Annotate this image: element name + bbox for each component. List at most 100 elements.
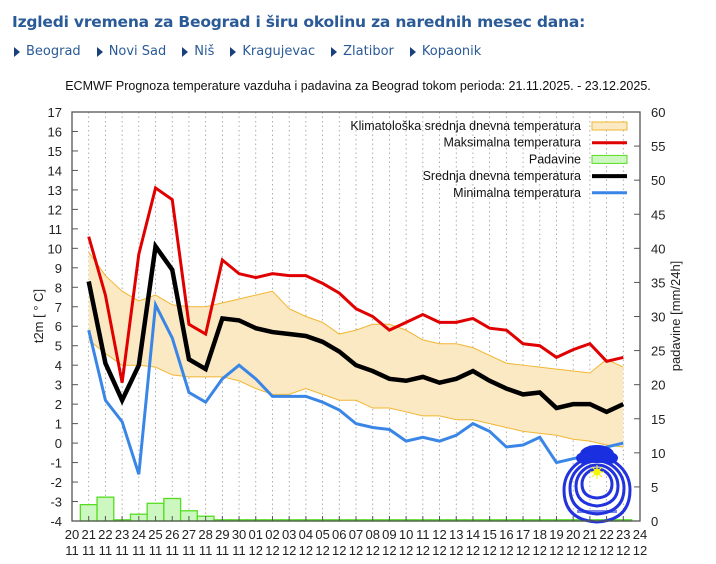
triangle-right-icon [182,46,189,57]
x-tick-month: 12 [382,543,396,558]
nav-link-label[interactable]: Zlatibor [343,44,394,59]
y2-axis-label: padavine [mm/24h] [668,261,683,372]
x-tick-day: 22 [599,527,613,542]
nav-link-kopaonik[interactable]: Kopaonik [409,44,482,59]
nav-link-kragujevac[interactable]: Kragujevac [230,44,315,59]
y-tick-label: 17 [48,105,62,120]
nav-link-label[interactable]: Kopaonik [421,44,482,59]
x-tick-month: 12 [399,543,413,558]
x-tick-day: 20 [65,527,79,542]
x-tick-day: 13 [449,527,463,542]
axes: -4-3-2-101234567891011121314151617051015… [48,105,666,558]
x-tick-day: 12 [432,527,446,542]
y2-tick-label: 15 [651,412,665,427]
x-tick-month: 12 [449,543,463,558]
nav-link-label[interactable]: Niš [194,44,215,59]
triangle-right-icon [409,46,416,57]
x-tick-month: 12 [583,543,597,558]
y-tick-label: 4 [55,358,62,373]
y-tick-label: 6 [55,319,62,334]
x-tick-day: 19 [549,527,563,542]
y2-tick-label: 50 [651,173,665,188]
x-tick-month: 12 [365,543,379,558]
nav-link-label[interactable]: Kragujevac [242,44,316,59]
x-tick-day: 21 [81,527,95,542]
y-tick-label: 11 [49,222,63,237]
x-tick-day: 20 [566,527,580,542]
x-tick-month: 12 [599,543,613,558]
triangle-right-icon [96,46,103,57]
y2-tick-label: 10 [651,446,665,461]
x-tick-month: 12 [432,543,446,558]
x-tick-day: 27 [182,527,196,542]
x-tick-day: 11 [416,527,430,542]
x-tick-day: 28 [198,527,212,542]
x-tick-day: 21 [583,527,597,542]
y-tick-label: 12 [48,202,62,217]
x-tick-month: 12 [332,543,346,558]
x-tick-month: 11 [149,543,163,558]
nav-link-label[interactable]: Novi Sad [108,44,167,59]
x-tick-month: 12 [282,543,296,558]
x-tick-day: 18 [533,527,547,542]
x-tick-day: 24 [633,527,647,542]
nav-link-beograd[interactable]: Beograd [14,44,81,59]
city-nav: Beograd Novi Sad Niš Kragujevac Zlatibor… [14,44,497,59]
y-tick-label: 10 [48,241,62,256]
y2-tick-label: 45 [651,207,665,222]
nav-link-nis[interactable]: Niš [182,44,214,59]
x-tick-month: 12 [616,543,630,558]
x-tick-day: 09 [382,527,396,542]
y2-tick-label: 25 [651,344,665,359]
y-axis-label: t2m [ ° C] [31,289,46,343]
x-tick-day: 25 [148,527,162,542]
y2-tick-label: 35 [651,275,665,290]
x-tick-month: 12 [299,543,313,558]
y-tick-label: 14 [48,163,62,178]
x-tick-day: 30 [232,527,246,542]
x-tick-month: 11 [115,543,129,558]
legend-label: Klimatološka srednja dnevna temperatura [350,119,581,133]
x-tick-day: 23 [616,527,630,542]
nav-link-zlatibor[interactable]: Zlatibor [331,44,394,59]
x-tick-month: 11 [199,543,213,558]
climatology-lower-line [88,339,624,448]
x-tick-day: 23 [115,527,129,542]
x-tick-day: 26 [165,527,179,542]
rhmz-logo [562,445,632,524]
x-tick-month: 12 [349,543,363,558]
triangle-right-icon [230,46,237,57]
x-tick-month: 11 [232,543,246,558]
y2-tick-label: 20 [651,378,665,393]
x-tick-month: 12 [315,543,329,558]
x-tick-month: 12 [633,543,647,558]
nav-link-label[interactable]: Beograd [26,44,81,59]
triangle-right-icon [14,46,20,57]
x-tick-month: 12 [566,543,580,558]
x-tick-day: 22 [98,527,112,542]
y-tick-label: -3 [50,495,62,510]
y2-tick-label: 40 [651,241,665,256]
y-tick-label: 8 [55,280,62,295]
x-tick-day: 05 [315,527,329,542]
x-tick-month: 12 [549,543,563,558]
y-tick-label: 2 [55,397,62,412]
y-tick-label: 15 [48,144,62,159]
x-tick-month: 11 [182,543,196,558]
y-tick-label: -2 [50,475,62,490]
x-tick-month: 12 [265,543,279,558]
y2-tick-label: 60 [651,105,665,120]
y-tick-label: 1 [55,417,62,432]
x-tick-month: 11 [65,543,79,558]
x-tick-month: 12 [249,543,263,558]
x-tick-day: 17 [516,527,530,542]
legend-label: Minimalna temperatura [453,186,581,200]
legend-swatch-precip [591,154,628,164]
nav-link-novi-sad[interactable]: Novi Sad [96,44,167,59]
x-tick-month: 12 [516,543,530,558]
triangle-right-icon [331,46,338,57]
x-tick-month: 11 [165,543,179,558]
legend: Klimatološka srednja dnevna temperatura M… [350,119,628,200]
x-tick-day: 03 [282,527,296,542]
